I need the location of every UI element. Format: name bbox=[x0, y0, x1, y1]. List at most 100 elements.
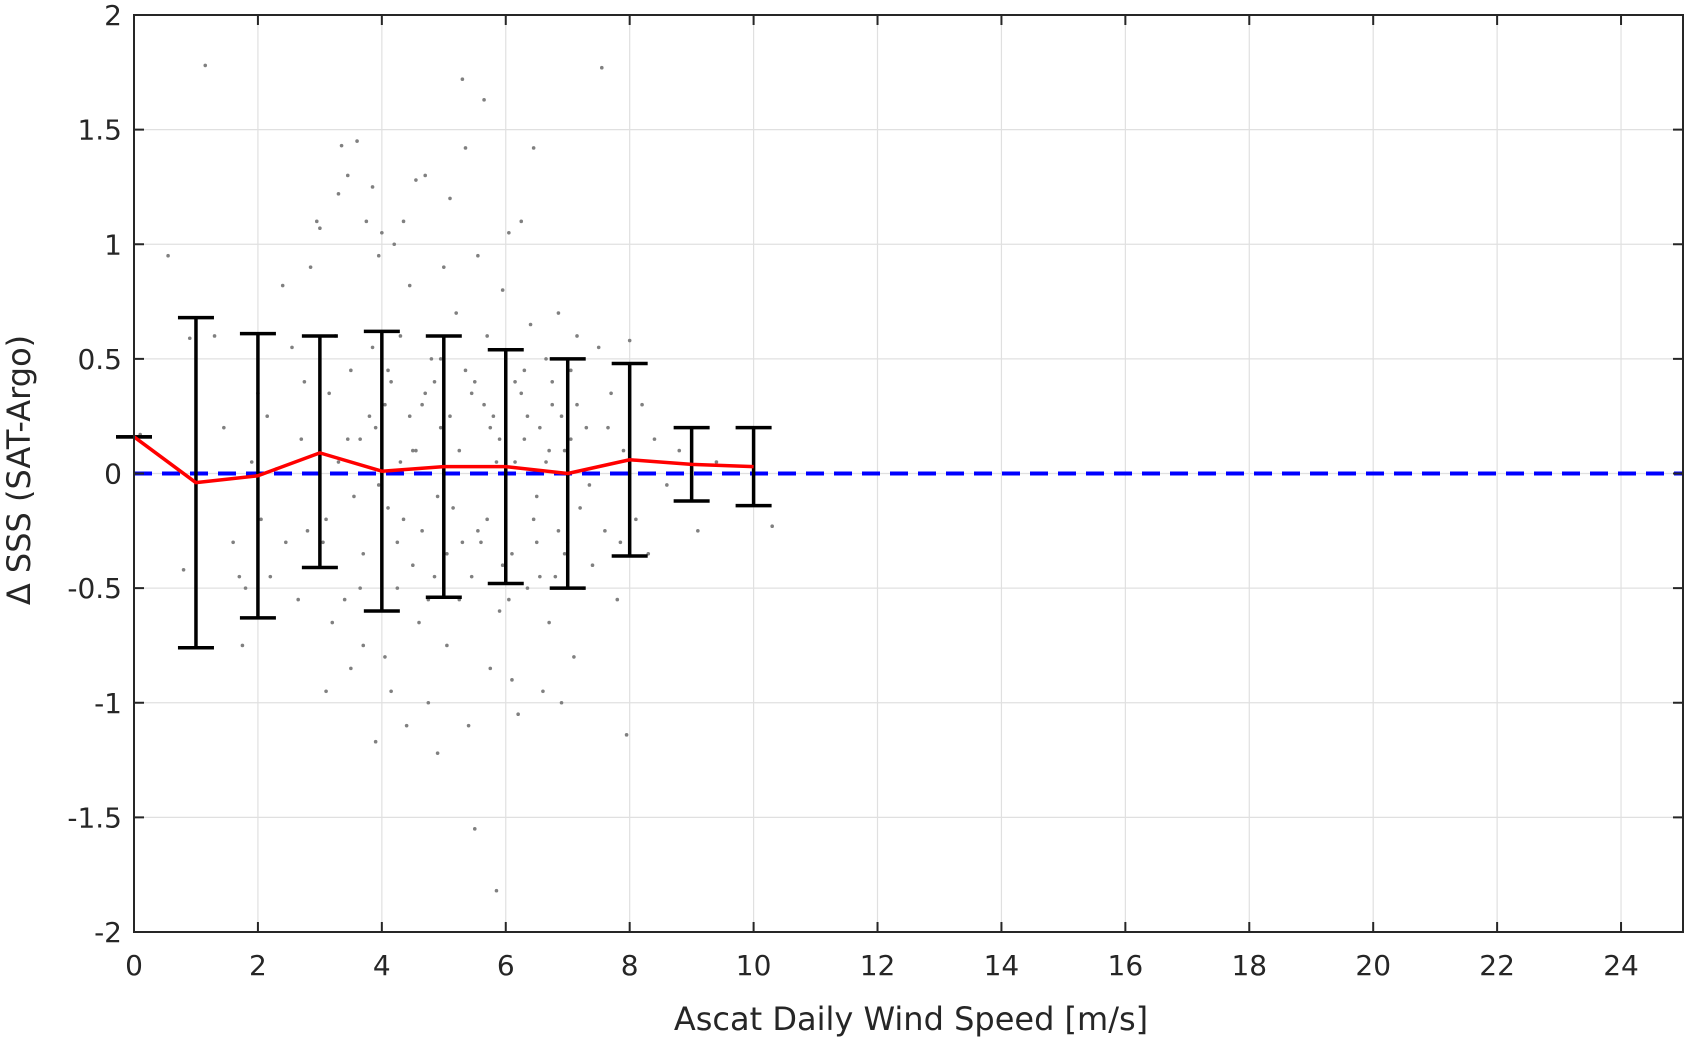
scatter-point-141 bbox=[460, 540, 465, 545]
y-tick-label-8: 2 bbox=[104, 0, 122, 32]
scatter-point-115 bbox=[603, 529, 607, 533]
mean-line-group bbox=[132, 435, 754, 485]
scatter-point-5 bbox=[212, 334, 217, 338]
scatter-point-40 bbox=[361, 643, 366, 648]
scatter-point-147 bbox=[534, 494, 539, 499]
scatter-point-43 bbox=[370, 185, 375, 189]
scatter-point-171 bbox=[389, 380, 393, 384]
scatter-point-177 bbox=[463, 368, 468, 373]
scatter-point-77 bbox=[476, 253, 480, 258]
scatter-point-113 bbox=[596, 345, 601, 350]
scatter-point-17 bbox=[280, 283, 285, 288]
scatter-point-8 bbox=[237, 574, 242, 579]
scatter-point-91 bbox=[519, 219, 524, 224]
y-tick-label-7: 1.5 bbox=[77, 114, 122, 147]
scatter-point-145 bbox=[510, 551, 514, 556]
scatter-point-58 bbox=[417, 620, 421, 625]
scatter-point-63 bbox=[432, 574, 437, 579]
scatter-point-32 bbox=[336, 192, 341, 196]
scatter-point-64 bbox=[435, 751, 440, 755]
scatter-point-44 bbox=[373, 739, 378, 744]
scatter-point-62 bbox=[429, 357, 434, 361]
scatter-point-166 bbox=[544, 460, 548, 464]
scatter-point-92 bbox=[522, 437, 527, 441]
scatter-point-90 bbox=[516, 712, 520, 717]
scatter-point-26 bbox=[318, 226, 322, 231]
scatter-point-105 bbox=[562, 448, 567, 453]
scatter-point-74 bbox=[466, 723, 471, 728]
scatter-point-87 bbox=[507, 230, 511, 235]
scatter-point-160 bbox=[469, 574, 474, 579]
scatter-point-56 bbox=[411, 448, 415, 453]
scatter-point-183 bbox=[538, 574, 542, 579]
y-tick-label-4: 0 bbox=[104, 458, 122, 491]
scatter-point-79 bbox=[482, 98, 486, 102]
scatter-point-148 bbox=[547, 448, 551, 453]
scatter-point-13 bbox=[259, 517, 263, 522]
scatter-point-108 bbox=[572, 655, 576, 659]
scatter-point-20 bbox=[296, 597, 300, 602]
scatter-point-85 bbox=[500, 288, 505, 292]
scatter-point-23 bbox=[305, 529, 310, 533]
scatter-point-164 bbox=[519, 391, 524, 396]
scatter-point-7 bbox=[231, 540, 235, 545]
scatter-point-94 bbox=[528, 322, 533, 327]
scatter-point-95 bbox=[531, 146, 536, 150]
scatter-point-154 bbox=[395, 586, 400, 590]
scatter-point-33 bbox=[339, 143, 344, 148]
scatter-point-29 bbox=[327, 391, 331, 396]
scatter-point-99 bbox=[544, 357, 548, 361]
scatter-point-136 bbox=[398, 460, 403, 464]
x-tick-label-12: 24 bbox=[1603, 949, 1639, 982]
scatter-point-112 bbox=[590, 563, 595, 567]
scatter-point-75 bbox=[469, 391, 474, 396]
scatter-point-66 bbox=[442, 265, 446, 269]
scatter-point-139 bbox=[435, 494, 440, 499]
scatter-point-30 bbox=[330, 620, 335, 625]
scatter-point-158 bbox=[445, 551, 449, 556]
scatter-point-132 bbox=[349, 368, 353, 373]
x-tick-label-8: 16 bbox=[1108, 949, 1144, 982]
scatter-point-181 bbox=[513, 460, 517, 464]
scatter-point-179 bbox=[488, 425, 493, 430]
scatter-point-82 bbox=[491, 414, 496, 418]
x-tick-label-2: 4 bbox=[373, 949, 391, 982]
scatter-point-131 bbox=[336, 460, 341, 464]
scatter-point-172 bbox=[401, 517, 406, 522]
scatter-point-168 bbox=[569, 437, 573, 441]
scatter-point-152 bbox=[370, 345, 375, 350]
scatter-point-37 bbox=[352, 494, 356, 499]
scatter-point-50 bbox=[392, 242, 397, 247]
x-tick-label-5: 10 bbox=[736, 949, 772, 982]
scatter-point-117 bbox=[615, 597, 620, 602]
scatter-point-157 bbox=[432, 380, 437, 384]
scatter-point-18 bbox=[284, 540, 288, 545]
y-tick-label-2: -1 bbox=[94, 687, 122, 720]
scatter-point-155 bbox=[407, 414, 412, 418]
x-tick-labels: 0 2 4 6 8 10 12 14 16 18 20 22 24 bbox=[125, 949, 1639, 982]
scatter-point-78 bbox=[479, 540, 483, 545]
scatter-point-39 bbox=[358, 437, 362, 441]
scatter-point-185 bbox=[562, 551, 567, 556]
scatter-point-142 bbox=[472, 380, 477, 384]
scatter-point-156 bbox=[420, 529, 424, 533]
scatter-point-4 bbox=[187, 336, 192, 341]
scatter-point-19 bbox=[290, 345, 294, 350]
scatter-point-173 bbox=[414, 448, 418, 453]
scatter-point-135 bbox=[386, 506, 390, 510]
scatter-point-3 bbox=[203, 63, 208, 68]
y-tick-label-5: 0.5 bbox=[77, 343, 122, 376]
scatter-point-73 bbox=[463, 146, 468, 150]
scatter-point-104 bbox=[559, 700, 564, 705]
scatter-point-167 bbox=[556, 529, 561, 533]
scatter-point-138 bbox=[423, 391, 428, 396]
scatter-point-93 bbox=[525, 586, 530, 590]
scatter-point-76 bbox=[472, 827, 477, 831]
scatter-point-24 bbox=[308, 265, 313, 269]
scatter-point-11 bbox=[249, 460, 254, 464]
scatter-point-146 bbox=[522, 368, 527, 373]
scatter-point-84 bbox=[497, 609, 502, 613]
scatter-point-67 bbox=[445, 643, 449, 648]
scatter-point-25 bbox=[314, 219, 319, 224]
